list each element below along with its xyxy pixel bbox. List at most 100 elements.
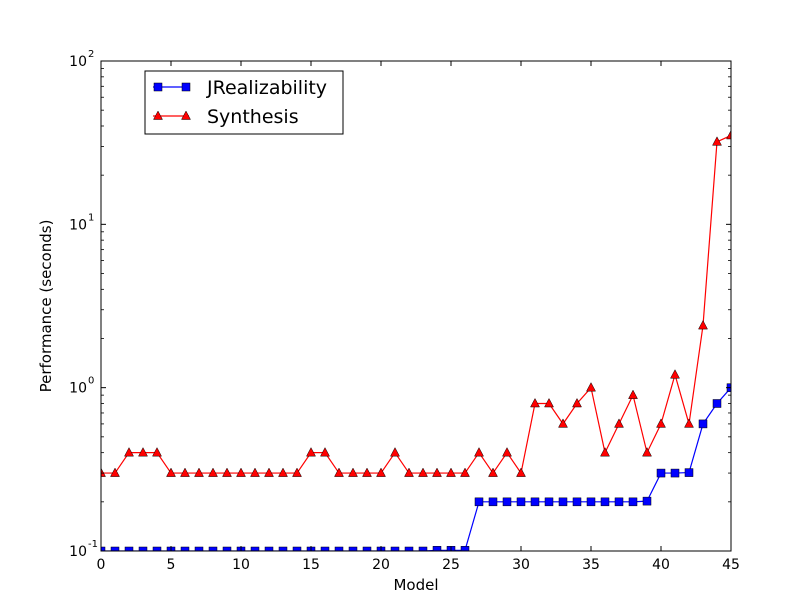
y-tick-exponent: 2 <box>88 49 94 60</box>
data-point <box>726 129 731 140</box>
y-axis-title: Performance (seconds) <box>37 220 55 393</box>
data-point <box>558 418 568 428</box>
x-tick-label: 35 <box>582 557 600 573</box>
data-point <box>642 447 652 457</box>
legend-label: JRealizability <box>206 77 327 99</box>
data-point <box>180 546 190 551</box>
data-point <box>124 546 134 551</box>
series-layer <box>101 129 731 551</box>
x-tick-label: 45 <box>722 557 740 573</box>
data-point <box>278 546 288 551</box>
data-point <box>600 447 610 457</box>
data-point <box>474 447 484 457</box>
legend-marker <box>181 110 191 120</box>
data-point <box>586 382 596 392</box>
data-point <box>698 419 708 429</box>
data-point <box>208 546 218 551</box>
data-point <box>194 546 204 551</box>
data-point <box>432 546 442 551</box>
data-point <box>460 546 470 551</box>
legend-label: Synthesis <box>207 106 299 128</box>
data-point <box>614 497 624 507</box>
data-point <box>376 467 386 477</box>
data-point <box>278 467 288 477</box>
data-point <box>138 447 148 457</box>
data-point <box>404 467 414 477</box>
y-tick-exponent: -1 <box>88 539 98 550</box>
data-point <box>488 467 498 477</box>
data-point <box>558 497 568 507</box>
legend-marker <box>153 110 163 120</box>
plot-frame <box>100 60 732 552</box>
x-tick-label: 10 <box>232 557 250 573</box>
data-point <box>194 467 204 477</box>
data-point <box>446 467 456 477</box>
x-tick-label: 15 <box>302 557 320 573</box>
data-point <box>712 399 722 408</box>
legend-marker <box>181 82 191 92</box>
data-point <box>222 467 232 477</box>
data-point <box>101 467 106 477</box>
data-point <box>530 397 540 408</box>
y-tick-label: 10 <box>69 381 87 397</box>
data-point <box>586 497 596 507</box>
data-point <box>656 468 666 478</box>
data-point <box>124 447 134 457</box>
data-point <box>628 497 638 507</box>
x-tick-label: 20 <box>372 557 390 573</box>
data-point <box>320 447 330 457</box>
data-point <box>670 369 680 379</box>
y-tick-label: 10 <box>69 544 87 560</box>
legend-marker <box>153 82 163 92</box>
data-point <box>348 467 358 477</box>
data-point <box>292 546 302 551</box>
data-point <box>306 447 316 457</box>
data-point <box>404 546 414 551</box>
data-point <box>320 546 330 551</box>
data-point <box>712 136 722 146</box>
data-point <box>642 496 652 506</box>
y-tick-label: 10 <box>69 217 87 233</box>
data-point <box>614 418 624 428</box>
x-tick-label: 5 <box>167 557 176 573</box>
data-point <box>670 468 680 478</box>
data-point <box>250 546 260 551</box>
data-point <box>362 546 372 551</box>
data-point <box>390 447 400 457</box>
series-line-jrealizability <box>101 387 731 551</box>
data-point <box>222 546 232 551</box>
data-point <box>334 467 344 477</box>
data-point <box>474 497 484 507</box>
data-point <box>628 389 638 399</box>
data-point <box>166 467 176 477</box>
y-tick-exponent: 0 <box>88 376 94 387</box>
data-point <box>152 447 162 457</box>
data-point <box>544 397 554 408</box>
legend-entry-jrealizability: JRealizability <box>153 77 327 99</box>
data-point <box>264 467 274 477</box>
data-point <box>488 497 498 507</box>
data-point <box>684 418 694 428</box>
data-point <box>502 447 512 457</box>
data-point <box>432 467 442 477</box>
data-point <box>362 467 372 477</box>
series-synthesis <box>101 129 731 477</box>
data-point <box>502 497 512 507</box>
data-point <box>516 497 526 507</box>
data-point <box>572 497 582 507</box>
data-point <box>110 467 120 477</box>
x-tick-label: 25 <box>442 557 460 573</box>
data-point <box>236 467 246 477</box>
data-point <box>656 418 666 428</box>
legend-entry-synthesis: Synthesis <box>153 106 299 128</box>
legend-box <box>144 70 344 135</box>
series-line-synthesis <box>101 134 731 475</box>
data-point <box>138 546 148 551</box>
data-point <box>152 546 162 551</box>
x-axis-title: Model <box>393 576 438 594</box>
data-point <box>516 467 526 477</box>
data-point <box>348 546 358 551</box>
